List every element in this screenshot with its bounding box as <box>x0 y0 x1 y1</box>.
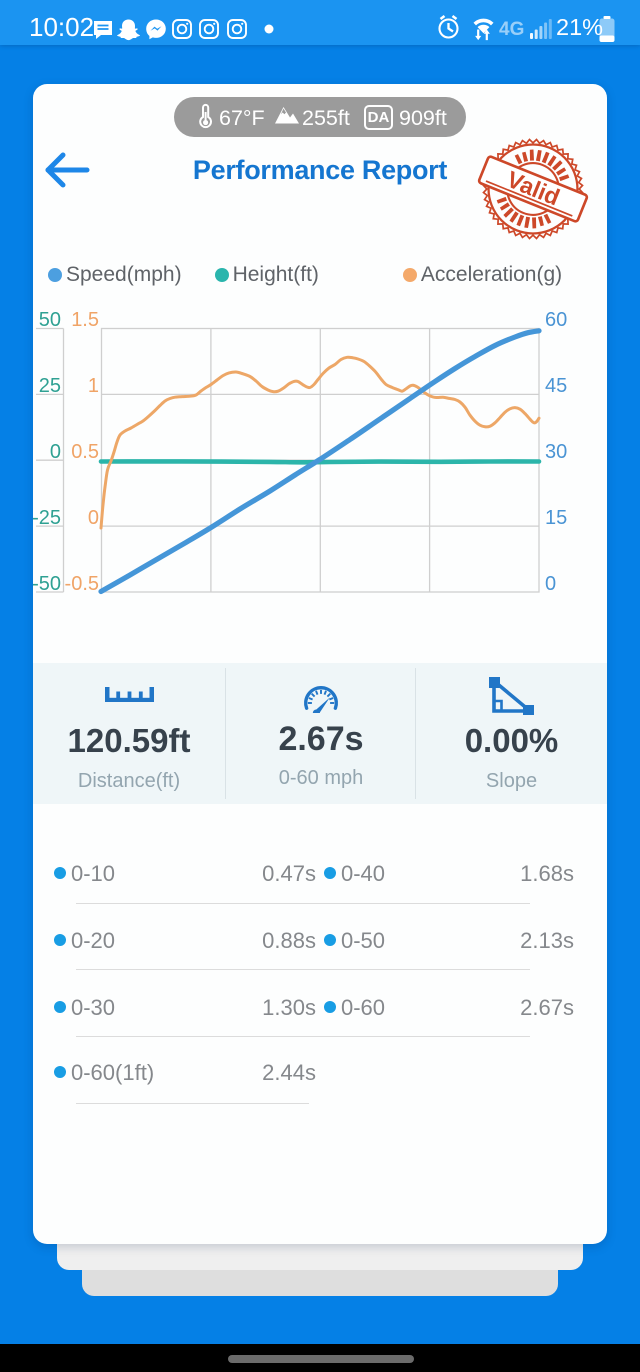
svg-text:25: 25 <box>39 375 61 397</box>
svg-text:0: 0 <box>545 573 556 595</box>
svg-text:60: 60 <box>545 309 567 331</box>
svg-text:15: 15 <box>545 507 567 529</box>
svg-text:-0.5: -0.5 <box>65 573 99 595</box>
svg-text:0.5: 0.5 <box>71 441 99 463</box>
svg-text:0: 0 <box>88 507 99 529</box>
svg-text:1.5: 1.5 <box>71 309 99 331</box>
svg-text:4G: 4G <box>499 19 524 40</box>
svg-text:-50: -50 <box>32 573 61 595</box>
svg-text:30: 30 <box>545 441 567 463</box>
svg-text:1: 1 <box>88 375 99 397</box>
svg-text:-25: -25 <box>32 507 61 529</box>
svg-text:0: 0 <box>50 441 61 463</box>
svg-text:50: 50 <box>39 309 61 331</box>
svg-text:45: 45 <box>545 375 567 397</box>
